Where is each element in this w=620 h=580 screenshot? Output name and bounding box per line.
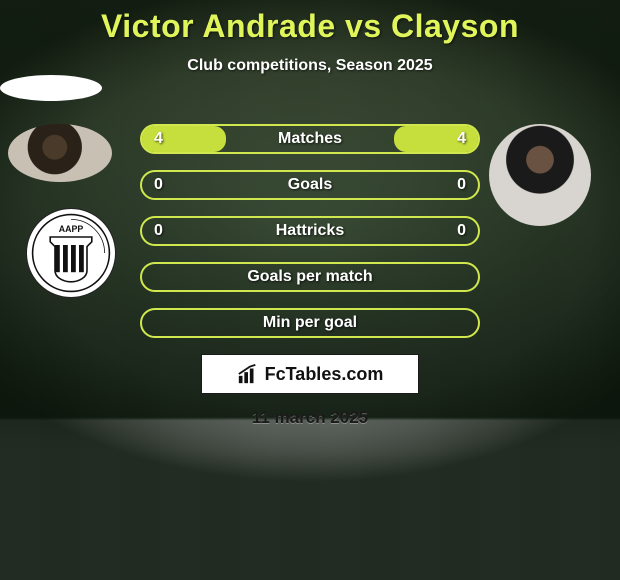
stat-value-left: 0 [154,216,163,246]
brand-box[interactable]: FcTables.com [201,354,419,394]
stat-value-left: 0 [154,170,163,200]
stat-row: Min per goal [140,308,480,338]
stat-label: Min per goal [140,308,480,338]
club-code-text: AAPP [59,224,84,234]
player-right-club-badge [0,75,102,101]
player-left-avatar [8,124,112,182]
brand-label: FcTables.com [265,364,384,385]
page-title: Victor Andrade vs Clayson [0,0,620,45]
chart-icon [237,363,259,385]
club-shield-icon: AAPP [31,213,111,293]
stat-row: Hattricks0 0 [140,216,480,246]
stat-row: Goals per match [140,262,480,292]
stat-label: Hattricks [140,216,480,246]
date-stamp: 11 march 2025 [0,408,620,428]
stat-value-right: 0 [457,170,466,200]
subtitle: Club competitions, Season 2025 [0,57,620,75]
player-left-club-badge: AAPP [26,208,116,298]
stat-label: Goals [140,170,480,200]
comparison-card: Victor Andrade vs Clayson Club competiti… [0,0,620,580]
player-right-avatar [489,124,591,226]
stat-row: Goals0 0 [140,170,480,200]
stats-bars: Matches44Goals00Hattricks00Goals per mat… [140,124,480,354]
stat-row: Matches4 4 [140,124,480,154]
stat-value-left: 4 [154,124,163,154]
stat-label: Goals per match [140,262,480,292]
stat-value-right: 4 [457,124,466,154]
stat-label: Matches [140,124,480,154]
stat-value-right: 0 [457,216,466,246]
